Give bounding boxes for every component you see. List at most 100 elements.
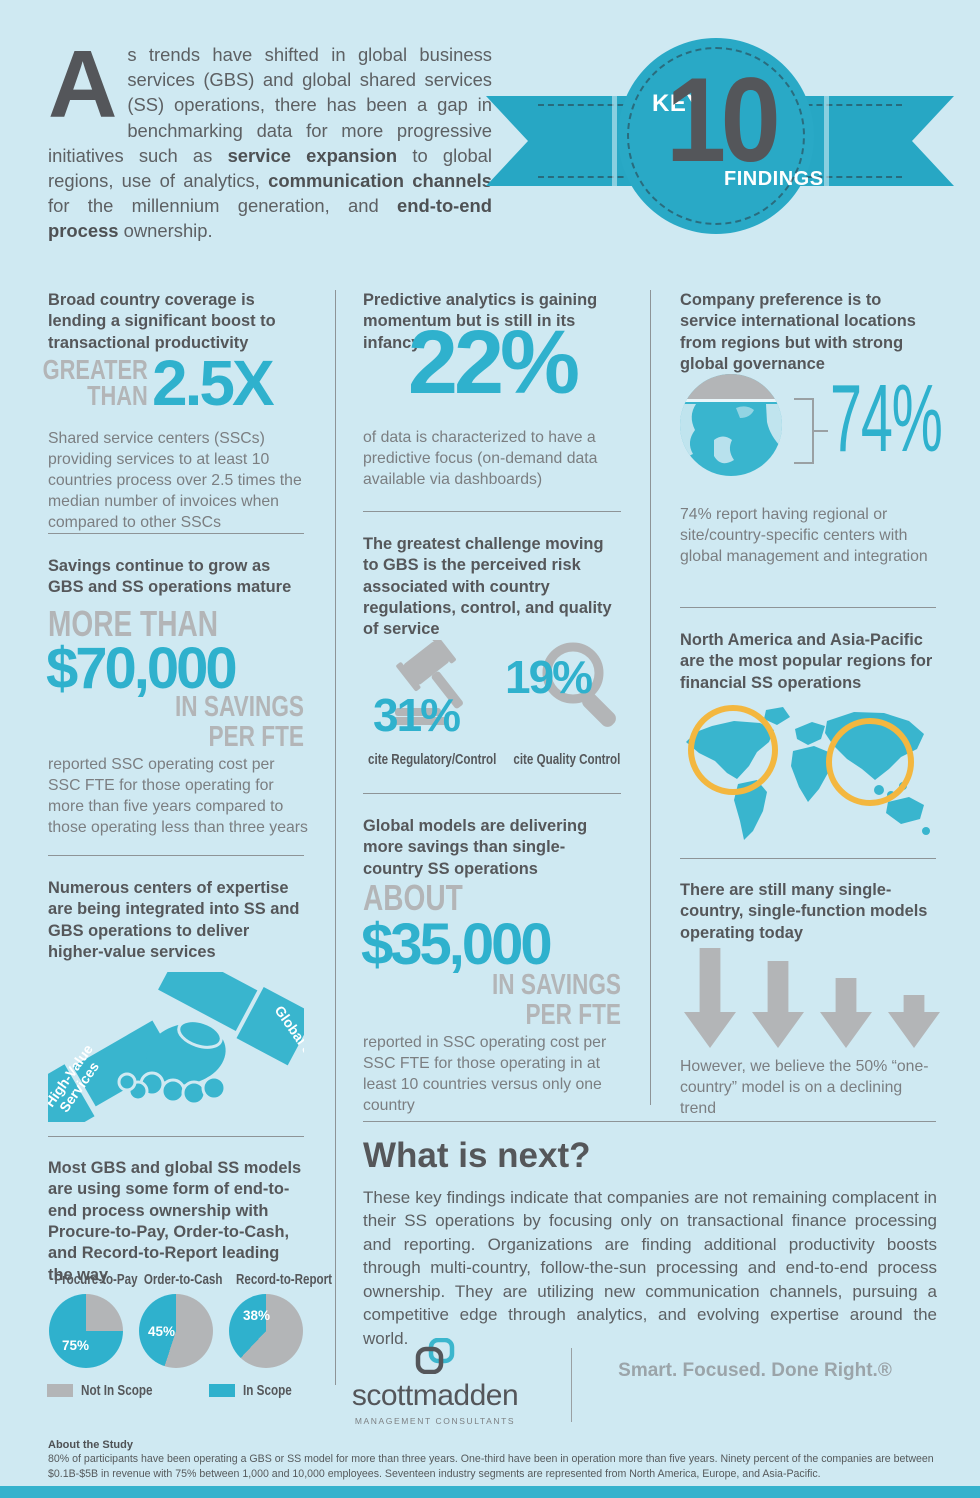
pie-chart-procure-to-pay: Procure-to-Pay 75%: [44, 1272, 138, 1368]
finding-greatest-challenge-heading: The greatest challenge moving to GBS is …: [363, 535, 612, 639]
what-is-next-body: These key findings indicate that compani…: [363, 1188, 937, 1348]
finding-global-models-heading: Global models are delivering more saving…: [363, 817, 588, 878]
map-highlight-circle-na: [688, 705, 778, 795]
thumb: [177, 1019, 223, 1049]
right-sleeve: [236, 986, 315, 1066]
scope-pie-charts: Procure-to-Pay 75% Order-to-Cash 45% Rec…: [44, 1272, 332, 1368]
regulatory-stat-group: 31%: [373, 634, 497, 748]
stat-value-2-5x: 2.5X: [152, 347, 275, 419]
pie-legend: Not In Scope In Scope: [46, 1382, 304, 1399]
stat-about: ABOUT: [363, 877, 463, 918]
logo-subtitle: MANAGEMENT CONSULTANTS: [354, 1416, 516, 1426]
down-arrow: [684, 948, 736, 1048]
scottmadden-logo: scottmadden MANAGEMENT CONSULTANTS: [340, 1337, 530, 1426]
down-arrow: [888, 995, 940, 1048]
stat-value-22pct: 22%: [407, 313, 580, 413]
stat-caption-quality: cite Quality Control: [513, 752, 621, 768]
intro-bold-end-to-end: end-to-end process: [48, 195, 492, 242]
stat-suffix-savings-fte: IN SAVINGS PER FTE: [174, 691, 304, 754]
logo-icon: [414, 1337, 456, 1378]
intro-bold-communication-channels: communication channels: [268, 170, 493, 192]
finding-global-models-body: reported in SSC operating cost per SSC F…: [363, 1034, 607, 1114]
column-divider-1: [335, 290, 336, 1385]
ribbon-fold-left: [612, 96, 617, 186]
intro-dropcap: A: [48, 31, 118, 138]
finding-broad-country-heading: Broad country coverage is lending a sign…: [48, 291, 276, 352]
globe-icon: [680, 374, 782, 481]
globe-bracket: [794, 398, 814, 464]
footer-about-title: About the Study: [48, 1439, 133, 1451]
finding-savings-grow-body: reported SSC operating cost per SSC FTE …: [48, 756, 308, 836]
finding-single-country-body: However, we believe the 50% “one-country…: [680, 1058, 929, 1117]
stat-caption-regulatory: cite Regulatory/Control: [368, 752, 497, 768]
declining-arrows-graphic: [684, 948, 940, 1048]
legend-not-in-scope: Not In Scope: [46, 1382, 173, 1399]
stat-value-19pct: 19%: [505, 651, 593, 703]
stat-value-70000: $70,000: [46, 636, 238, 701]
map-highlight-circle-apac: [826, 718, 914, 806]
left-arm: [72, 1020, 176, 1107]
finding-predictive-analytics-heading: Predictive analytics is gaining momentum…: [363, 291, 598, 352]
badge-kicker: KEY: [652, 90, 703, 117]
finding-process-ownership-heading: Most GBS and global SS models are using …: [48, 1159, 302, 1284]
pie-title: Procure-to-Pay: [54, 1272, 138, 1288]
pie-value-label: 45%: [148, 1324, 176, 1339]
finding-company-preference-heading: Company preference is to service interna…: [680, 291, 916, 373]
finding-broad-country-body: Shared service centers (SSCs) providing …: [48, 430, 302, 531]
key-findings-badge: KEY 10 FINDINGS: [486, 28, 954, 268]
section-divider: [48, 1136, 304, 1137]
section-divider: [680, 858, 936, 859]
finding-company-preference-body: 74% report having regional or site/count…: [680, 506, 928, 565]
magnifier-icon: [533, 640, 629, 741]
knuckles: [117, 1071, 227, 1106]
section-divider-wide: [363, 1121, 936, 1122]
pie-record-to-report: 38%: [229, 1294, 303, 1368]
stat-value-74pct: 74%: [830, 365, 943, 472]
stat-greater-than-2-5x: GREATER THAN 2.5X: [42, 347, 275, 419]
stat-more-than: MORE THAN: [48, 603, 219, 644]
pie-chart-record-to-report: Record-to-Report 38%: [224, 1272, 332, 1368]
stat-prefix: GREATER THAN: [42, 354, 148, 412]
globe-bracket-tick: [814, 430, 828, 432]
legend-swatch-in-scope: [208, 1384, 235, 1397]
stat-value-31pct: 31%: [373, 689, 461, 741]
pie-chart-order-to-cash: Order-to-Cash 45%: [134, 1272, 222, 1368]
finding-predictive-analytics-body: of data is characterized to have a predi…: [363, 429, 598, 488]
brand-tagline: Smart. Focused. Done Right.®: [618, 1360, 892, 1381]
gavel-icon: [391, 634, 475, 731]
badge-circle: KEY 10 FINDINGS: [618, 38, 823, 234]
ribbon-fold-right: [824, 96, 829, 186]
down-arrow: [820, 978, 872, 1048]
pie-title: Order-to-Cash: [143, 1272, 223, 1288]
footer-about-body: 80% of participants have been operating …: [48, 1453, 934, 1480]
handshake-graphic: High-Value Services Global SS: [10, 949, 323, 1148]
badge-number: 10: [666, 53, 781, 187]
down-arrow: [752, 961, 804, 1048]
brand-divider: [571, 1348, 572, 1422]
logo-wordmark: scottmadden: [351, 1379, 519, 1412]
finding-savings-grow-heading: Savings continue to grow as GBS and SS o…: [48, 557, 292, 597]
intro-text: s trends have shifted in global business…: [48, 44, 492, 166]
world-map-graphic: [678, 700, 936, 857]
legend-swatch-not-in-scope: [46, 1384, 73, 1397]
section-divider: [48, 533, 304, 534]
badge-label: FINDINGS: [724, 168, 824, 190]
pie-value-label: 75%: [62, 1338, 90, 1353]
column-divider-2: [650, 290, 651, 1105]
pie-title: Record-to-Report: [236, 1272, 333, 1288]
quality-stat-group: 19%: [505, 640, 629, 748]
stat-suffix-savings-fte-2: IN SAVINGS PER FTE: [491, 969, 621, 1032]
section-divider: [363, 793, 621, 794]
stat-value-35000: $35,000: [361, 912, 553, 977]
finding-regions-map-heading: North America and Asia-Pacific are the m…: [680, 631, 933, 692]
section-divider: [48, 855, 304, 856]
pie-order-to-cash: 45%: [139, 1294, 213, 1368]
bottom-accent-bar: [0, 1486, 980, 1498]
intro-bold-service-expansion: service expansion: [227, 144, 398, 166]
section-divider: [680, 607, 936, 608]
finding-single-country-heading: There are still many single-country, sin…: [680, 881, 928, 942]
finding-centers-expertise-heading: Numerous centers of expertise are being …: [48, 879, 300, 961]
pie-value-label: 38%: [243, 1308, 271, 1323]
what-is-next-heading: What is next?: [363, 1136, 591, 1175]
